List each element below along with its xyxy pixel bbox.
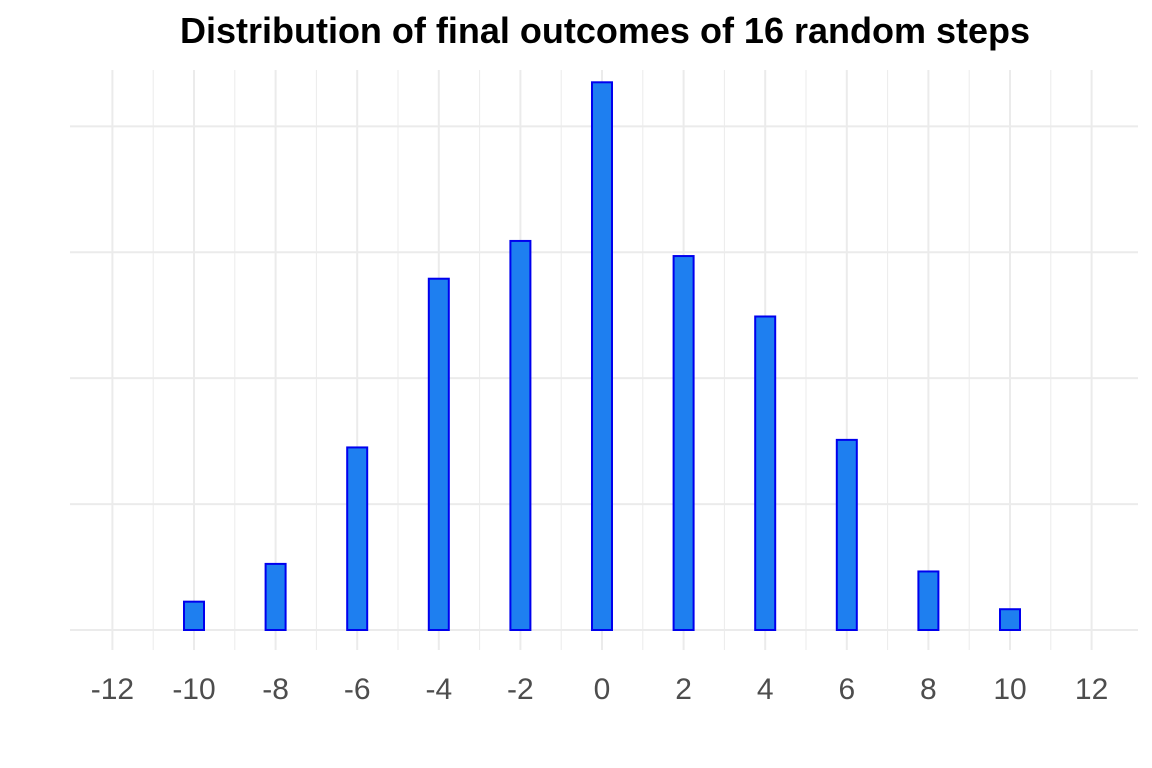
x-tick-label: 8 xyxy=(920,673,937,706)
x-axis-tick-labels: -12 -10 -8 -6 -4 -2 0 2 4 6 8 10 12 xyxy=(91,673,1109,706)
bar xyxy=(427,277,450,631)
x-tick-label: -12 xyxy=(91,673,134,706)
x-tick-label: -6 xyxy=(344,673,371,706)
x-tick-label: -2 xyxy=(507,673,534,706)
bar xyxy=(835,438,858,631)
bar xyxy=(999,608,1021,631)
bar xyxy=(264,562,287,631)
bar xyxy=(346,446,369,631)
bar xyxy=(754,315,777,631)
x-tick-label: 0 xyxy=(594,673,611,706)
bar xyxy=(672,255,695,631)
bar xyxy=(591,81,613,631)
x-tick-label: 4 xyxy=(757,673,774,706)
x-tick-label: -8 xyxy=(262,673,289,706)
x-tick-label: 10 xyxy=(993,673,1026,706)
x-tick-label: 12 xyxy=(1075,673,1108,706)
bar xyxy=(917,570,940,631)
x-tick-label: 6 xyxy=(838,673,855,706)
bar xyxy=(183,600,205,632)
bar xyxy=(509,239,532,631)
x-tick-label: 2 xyxy=(675,673,692,706)
bar-series xyxy=(183,81,1021,632)
x-tick-label: -4 xyxy=(425,673,452,706)
x-tick-label: -10 xyxy=(172,673,215,706)
chart-title: Distribution of final outcomes of 16 ran… xyxy=(179,10,1031,51)
